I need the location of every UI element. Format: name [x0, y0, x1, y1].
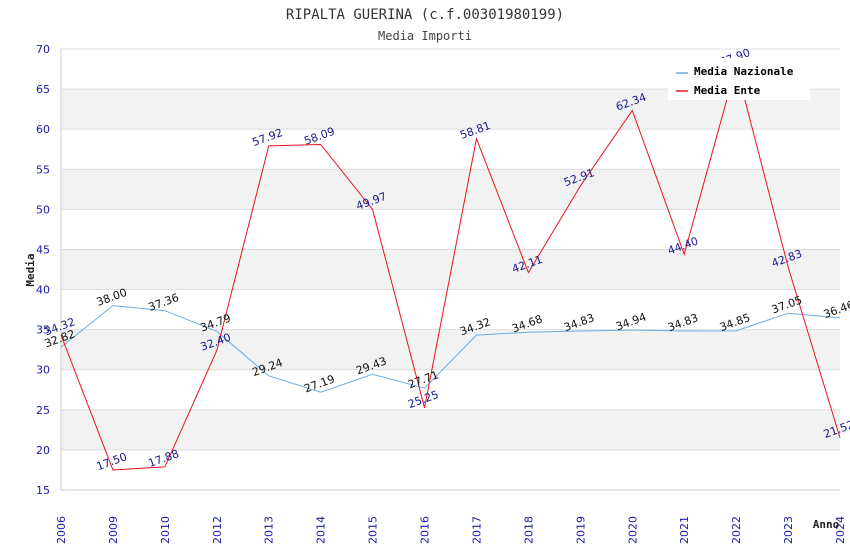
grid-band: [61, 329, 840, 370]
series-line-media-ente: [60, 63, 841, 471]
x-tick-label: 2019: [574, 516, 587, 544]
x-tick-label: 2014: [315, 516, 328, 544]
x-tick-labels: 2006 2009 2010 2012 2013 2014 2015 2016 2017 2018…: [55, 516, 847, 544]
y-axis-label: Media: [24, 253, 37, 286]
chart-title: RIPALTA GUERINA (c.f.00301980199): [286, 7, 564, 23]
x-tick-label: 2024: [834, 516, 847, 544]
grid-band: [61, 409, 840, 450]
x-tick-label: 2022: [730, 516, 743, 544]
x-tick-label: 2006: [55, 516, 68, 544]
series-line-media-nazionale: [60, 305, 841, 393]
y-tick-label: 45: [36, 243, 50, 256]
x-tick-label: 2018: [522, 516, 535, 544]
y-tick-label: 20: [36, 444, 50, 457]
x-tick-label: 2009: [107, 516, 120, 544]
series-lines: [60, 63, 841, 471]
y-tick-label: 65: [36, 83, 50, 96]
grid-bands: [61, 89, 840, 450]
chart-subtitle: Media Importi: [378, 29, 472, 43]
y-tick-label: 30: [36, 364, 50, 377]
legend-label-media-nazionale: Media Nazionale: [694, 65, 794, 78]
x-tick-label: 2012: [211, 516, 224, 544]
data-label-media-nazionale: 37.05: [770, 293, 804, 316]
y-tick-label: 60: [36, 123, 50, 136]
x-tick-label: 2015: [367, 516, 380, 544]
y-tick-label: 40: [36, 284, 50, 297]
grid-band: [61, 169, 840, 210]
y-tick-label: 55: [36, 163, 50, 176]
data-label-media-ente: 25.25: [406, 388, 440, 411]
legend-box: [668, 58, 810, 100]
y-tick-label: 50: [36, 203, 50, 216]
x-tick-label: 2013: [263, 516, 276, 544]
y-tick-labels: 15 20 25 30 35 40 45 50 55 60 65 70: [36, 43, 50, 497]
legend: Media Nazionale Media Ente: [668, 58, 810, 100]
x-tick-label: 2016: [419, 516, 432, 544]
y-tick-label: 70: [36, 43, 50, 56]
x-tick-label: 2021: [678, 516, 691, 544]
y-tick-label: 25: [36, 404, 50, 417]
x-tick-label: 2017: [470, 516, 483, 544]
legend-label-media-ente: Media Ente: [694, 84, 761, 97]
y-tick-label: 15: [36, 484, 50, 497]
x-tick-label: 2020: [626, 516, 639, 544]
x-tick-label: 2023: [782, 516, 795, 544]
y-tick-label: 35: [36, 324, 50, 337]
x-axis-label: Anno: [813, 518, 840, 531]
grid-band: [61, 249, 840, 290]
x-tick-label: 2010: [159, 516, 172, 544]
